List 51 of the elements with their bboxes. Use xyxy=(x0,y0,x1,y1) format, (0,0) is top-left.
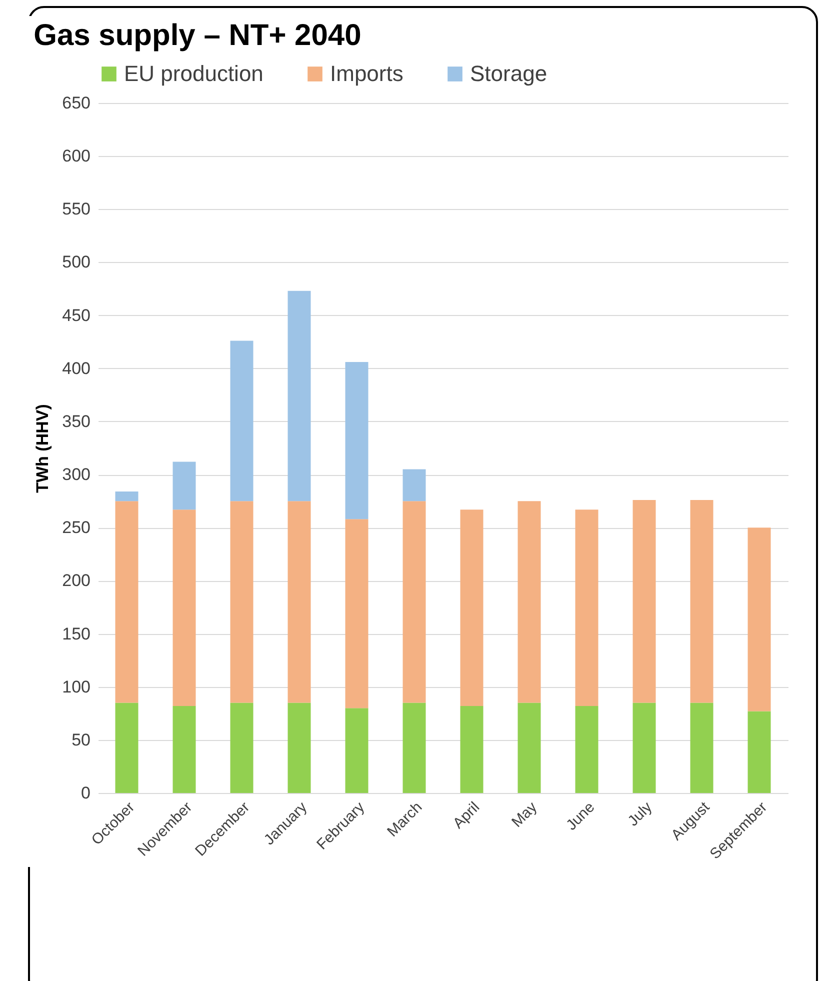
legend-label: EU production xyxy=(124,61,264,86)
bar xyxy=(172,462,196,510)
bar xyxy=(345,708,368,793)
y-tick-label: 350 xyxy=(62,412,90,431)
bar xyxy=(632,702,656,793)
bar xyxy=(288,290,311,502)
legend-label: Imports xyxy=(330,61,404,86)
bar xyxy=(230,501,254,703)
bar xyxy=(518,501,541,703)
bar xyxy=(172,706,196,793)
bar xyxy=(288,702,311,793)
bar xyxy=(632,500,656,703)
y-tick-label: 0 xyxy=(81,784,90,802)
bar xyxy=(345,362,368,520)
bar xyxy=(115,501,138,703)
y-tick-label: 550 xyxy=(62,200,90,219)
bar xyxy=(690,702,714,793)
legend-label: Storage xyxy=(470,61,548,86)
bar xyxy=(575,706,598,793)
y-tick-label: 500 xyxy=(62,252,90,272)
chart-title: Gas supply – NT+ 2040 xyxy=(34,19,362,52)
y-tick-label: 300 xyxy=(62,465,90,484)
bar xyxy=(402,469,426,502)
y-tick-label: 400 xyxy=(62,358,90,378)
bar xyxy=(402,501,426,703)
y-tick-label: 600 xyxy=(62,146,90,166)
bar xyxy=(575,510,598,706)
bar xyxy=(115,702,138,793)
bar xyxy=(172,510,196,706)
y-tick-label: 250 xyxy=(62,518,90,538)
bar xyxy=(230,340,254,502)
bar xyxy=(115,492,138,502)
bar xyxy=(690,500,714,703)
x-tick-label: July xyxy=(624,798,656,830)
bar xyxy=(748,528,771,712)
bar xyxy=(748,711,771,793)
bar xyxy=(460,510,484,706)
x-tick-label: May xyxy=(508,798,541,831)
y-axis-title: TWh (HHV) xyxy=(33,404,52,493)
bar xyxy=(460,706,484,793)
bar xyxy=(345,519,368,708)
bar xyxy=(288,501,311,703)
y-tick-label: 650 xyxy=(62,94,90,112)
y-tick-label: 200 xyxy=(62,571,90,590)
bar xyxy=(518,702,541,793)
y-tick-label: 100 xyxy=(62,677,90,696)
bar xyxy=(402,702,426,793)
y-tick-label: 50 xyxy=(72,730,90,750)
y-tick-label: 150 xyxy=(62,624,90,644)
bar xyxy=(230,702,254,793)
y-tick-label: 450 xyxy=(62,306,90,325)
